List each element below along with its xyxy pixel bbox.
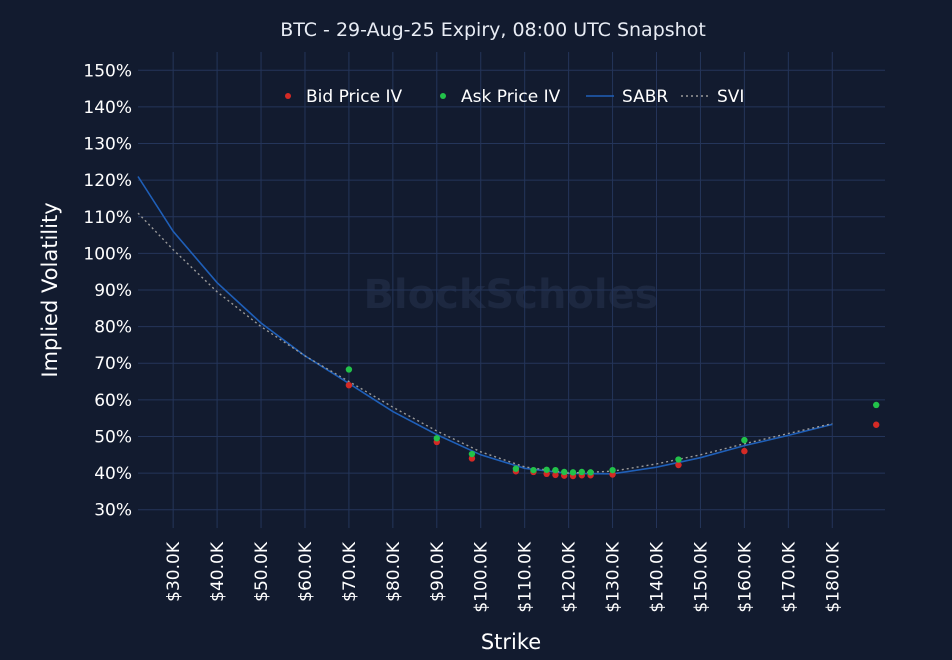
watermark: BlockScholes	[363, 272, 658, 318]
y-tick-label: 50%	[94, 427, 132, 447]
x-tick-label: $140.0K	[648, 541, 668, 612]
sabr-line	[137, 176, 833, 475]
bid-price-iv-point	[675, 461, 682, 469]
x-tick-label: $170.0K	[779, 541, 799, 612]
legend-ask-price-iv-marker	[440, 93, 446, 99]
bid-price-iv-point	[609, 471, 616, 478]
y-axis-ticks: 30% 40% 50% 60% 70% 80% 90% 100% 110% 120% 130% 140…	[83, 61, 132, 520]
legend-sabr-label[interactable]: SABR	[622, 87, 668, 107]
ask-price-iv-point	[561, 468, 568, 476]
ask-price-iv-point	[569, 469, 577, 476]
x-tick-label: $110.0K	[516, 541, 536, 612]
ask-price-iv-point	[345, 366, 353, 373]
ask-price-iv-point	[512, 465, 520, 472]
x-axis-ticks: $30.0K $40.0K $50.0K $60.0K $70.0K $80.0K $90.…	[164, 541, 843, 612]
legend: Bid Price IV Ask Price IV SABR SVI	[285, 87, 744, 107]
ask-price-iv-point	[433, 435, 440, 442]
bid-price-iv-point	[873, 421, 880, 428]
ask-price-iv-point	[552, 466, 559, 474]
legend-ask-price-iv-label[interactable]: Ask Price IV	[461, 87, 561, 107]
y-tick-label: 80%	[94, 318, 132, 338]
x-tick-label: $30.0K	[164, 541, 184, 602]
legend-svi-label[interactable]: SVI	[717, 87, 744, 107]
y-tick-label: 110%	[83, 208, 132, 228]
x-tick-label: $50.0K	[252, 541, 272, 602]
y-tick-label: 70%	[94, 354, 132, 374]
plot-area	[137, 176, 880, 480]
chart-title: BTC - 29-Aug-25 Expiry, 08:00 UTC Snapsh…	[280, 19, 706, 41]
x-tick-label: $70.0K	[340, 541, 360, 602]
y-tick-label: 40%	[94, 464, 132, 484]
x-tick-label: $180.0K	[823, 541, 843, 612]
x-tick-label: $90.0K	[428, 541, 448, 602]
y-tick-label: 100%	[83, 244, 132, 264]
svi-line	[137, 212, 833, 474]
x-tick-label: $60.0K	[296, 541, 316, 602]
grid	[138, 52, 885, 528]
ask-price-iv-point	[609, 466, 616, 474]
y-tick-label: 150%	[83, 61, 132, 81]
x-tick-label: $130.0K	[604, 541, 624, 612]
ask-price-iv-point	[543, 466, 550, 473]
bid-price-iv-point	[345, 382, 353, 389]
x-tick-label: $100.0K	[472, 541, 492, 612]
y-tick-label: 140%	[83, 98, 132, 118]
bid-price-iv-point	[741, 447, 748, 455]
ask-price-iv-point	[578, 468, 586, 476]
x-tick-label: $120.0K	[560, 541, 580, 612]
y-axis-title: Implied Volatility	[38, 202, 62, 377]
ask-price-iv-point	[741, 436, 748, 444]
legend-bid-price-iv-label[interactable]: Bid Price IV	[306, 87, 402, 107]
ask-price-iv-point	[675, 456, 682, 463]
x-tick-label: $150.0K	[691, 541, 711, 612]
y-tick-label: 30%	[94, 501, 132, 521]
legend-bid-price-iv-marker	[285, 93, 291, 99]
ask-price-iv-point	[530, 466, 537, 474]
ask-price-iv-point	[873, 401, 880, 409]
x-tick-label: $40.0K	[208, 541, 228, 602]
x-tick-label: $160.0K	[735, 541, 755, 612]
x-axis-title: Strike	[481, 630, 541, 654]
ask-price-iv-point	[587, 469, 594, 476]
y-tick-label: 90%	[94, 281, 132, 301]
y-tick-label: 120%	[83, 171, 132, 191]
bid-price-iv-point	[552, 471, 559, 479]
x-tick-label: $80.0K	[384, 541, 404, 602]
bid-price-iv-point	[468, 455, 476, 462]
y-tick-label: 130%	[83, 135, 132, 155]
y-tick-label: 60%	[94, 391, 132, 411]
ask-price-iv-point	[468, 450, 476, 458]
